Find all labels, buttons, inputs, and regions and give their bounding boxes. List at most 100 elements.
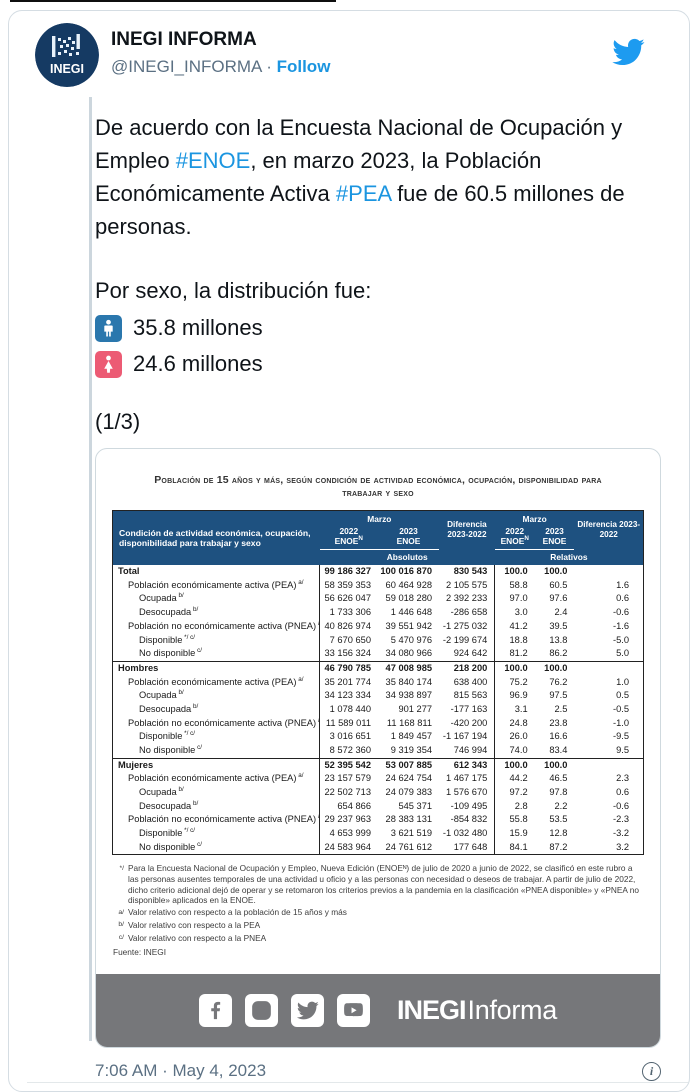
cell-rel-2022: 81.2	[509, 648, 528, 659]
table-body: Total 99 186 327 100 016 870 830 543 100…	[112, 565, 644, 855]
cell-rel-diff: 0.6	[616, 787, 629, 798]
footnotes: */ Para la Encuesta Nacional de Ocupació…	[113, 863, 643, 945]
table-header: Condición de actividad económica, ocupac…	[112, 510, 644, 565]
cell-rel-2023: 86.2	[549, 648, 568, 659]
cell-rel-2023: 76.2	[549, 676, 568, 687]
cell-rel-2022: 2.8	[514, 800, 528, 811]
follow-button[interactable]: Follow	[276, 57, 331, 76]
footnote-marker: a/	[118, 908, 124, 916]
footnote-text: Valor relativo con respecto a la PEA	[128, 919, 261, 930]
table-row: Disponible */ c/ 7 670 650 5 470 976 -2 …	[112, 633, 644, 648]
cell-rel-2022: 24.8	[509, 717, 528, 728]
avatar[interactable]: INEGI	[35, 23, 99, 87]
cell-abs-2023: 35 840 174	[385, 676, 433, 687]
row-label: Población no económicamente activa (PNEA…	[112, 619, 321, 634]
cell-rel-2022: 100.0	[494, 660, 535, 676]
diff-header: Diferencia 2023-2022	[439, 510, 495, 550]
hashtag-enoe[interactable]: #ENOE	[175, 148, 251, 173]
row-label: No disponible c/	[112, 840, 321, 855]
cell-abs-diff: 1 576 670	[439, 786, 496, 800]
tweet-text: De acuerdo con la Encuesta Nacional de O…	[95, 111, 643, 243]
cell-rel-2022: 44.2	[509, 773, 528, 784]
cell-abs-2023: 47 008 985	[378, 660, 440, 676]
cell-rel-2022: 74.0	[509, 745, 528, 756]
table-row: Mujeres 52 395 542 53 007 885 612 343 10…	[112, 757, 644, 773]
cell-abs-2022: 11 589 011	[325, 717, 371, 728]
cell-abs-diff: 638 400	[439, 675, 496, 690]
twitter-bird-icon[interactable]	[611, 35, 645, 69]
cell-abs-2022: 4 653 999	[329, 828, 371, 839]
cell-rel-diff	[574, 660, 644, 676]
cell-rel-2023: 100.0	[534, 660, 575, 676]
cell-abs-diff: 2 392 233	[439, 592, 496, 607]
cell-rel-2023: 83.4	[549, 745, 568, 756]
cell-rel-diff	[574, 757, 644, 773]
cell-rel-2023: 39.5	[549, 620, 568, 631]
table-row: Desocupada b/ 1 733 306 1 446 648 -286 6…	[112, 606, 644, 620]
cell-rel-diff: -9.5	[612, 731, 629, 742]
cell-rel-2023: 97.8	[549, 787, 568, 798]
cell-rel-2022: 26.0	[509, 731, 528, 742]
cell-abs-2023: 28 383 131	[385, 814, 433, 825]
cell-rel-diff: -2.3	[612, 814, 629, 825]
cell-rel-diff: -0.5	[612, 703, 629, 714]
cell-rel-2023: 23.8	[549, 717, 568, 728]
table-row: Disponible */ c/ 3 016 651 1 849 457 -1 …	[112, 730, 644, 744]
male-value: 35.8 millones	[133, 315, 263, 340]
cell-abs-2022: 24 583 964	[324, 841, 371, 852]
twitter-icon	[291, 994, 325, 1027]
cell-abs-diff: -1 167 194	[439, 730, 496, 744]
tweet-text-segment: fue de 60.5 millones de personas.	[95, 181, 625, 239]
row-label: Población no económicamente activa (PNEA…	[112, 716, 321, 731]
cell-rel-2023: 97.6	[549, 593, 568, 604]
cell-abs-2022: 22 502 713	[324, 787, 371, 798]
cell-abs-2022: 23 157 579	[324, 773, 371, 784]
cell-rel-2023: 100.0	[534, 757, 575, 773]
footnote: b/ Valor relativo con respecto a la PEA	[113, 920, 643, 931]
tweet-text-segment: , en marzo 2023, la Población Económicam…	[95, 148, 542, 206]
infographic-image[interactable]: Población de 15 años y más, según condic…	[95, 448, 661, 1048]
row-label: Población económicamente activa (PEA) a/	[112, 772, 321, 786]
cell-abs-diff: -109 495	[439, 799, 496, 814]
cell-abs-2022: 33 156 324	[324, 648, 371, 659]
dot-separator: ·	[266, 57, 272, 76]
row-label: Desocupada b/	[112, 702, 321, 717]
cell-rel-diff: 3.2	[616, 841, 629, 852]
hashtag-pea[interactable]: #PEA	[335, 181, 391, 206]
cell-rel-2022: 41.2	[509, 620, 528, 631]
cell-abs-2023: 39 551 942	[385, 620, 433, 631]
cell-abs-2022: 29 237 963	[324, 814, 371, 825]
table-row: Disponible */ c/ 4 653 999 3 621 519 -1 …	[112, 827, 644, 841]
cell-abs-2023: 24 624 754	[385, 773, 433, 784]
year-2022-header: 2022 ENOEN	[494, 525, 535, 550]
statistics-table: Condición de actividad económica, ocupac…	[112, 510, 644, 856]
author-name[interactable]: INEGI INFORMA	[111, 29, 257, 50]
page-indicator: (1/3)	[95, 409, 141, 434]
info-icon[interactable]: i	[642, 1061, 661, 1081]
cell-rel-2023: 2.2	[554, 800, 568, 811]
author-handle[interactable]: @INEGI_INFORMA	[111, 57, 262, 76]
cell-rel-2022: 55.8	[509, 814, 528, 825]
top-crop-strip	[10, 0, 336, 2]
year-2023-header: 2023 ENOE	[534, 525, 575, 550]
cell-rel-diff: 9.5	[616, 745, 629, 756]
cell-abs-diff: -420 200	[439, 716, 496, 731]
cell-abs-2023: 60 464 928	[385, 579, 433, 590]
cell-abs-diff: 1 467 175	[439, 772, 496, 786]
cell-abs-2022: 34 123 334	[324, 690, 371, 701]
tweet-text-segment: De acuerdo con la Encuesta Nacional de O…	[95, 115, 623, 173]
social-bar: INEGI Informa	[96, 974, 660, 1047]
relativos-band: Relativos	[494, 549, 644, 565]
cell-abs-2023: 11 168 811	[386, 717, 433, 728]
cell-abs-2022: 3 016 651	[329, 731, 371, 742]
row-label: No disponible c/	[112, 743, 321, 759]
female-row: 24.6 millones	[95, 349, 659, 379]
tweet-header: INEGI INEGI INFORMA @INEGI_INFORMA · Fol…	[9, 11, 689, 103]
cell-rel-diff: 2.3	[616, 773, 629, 784]
table-row: Población no económicamente activa (PNEA…	[112, 813, 644, 828]
cell-abs-2022: 1 733 306	[329, 607, 371, 618]
infographic-title: Población de 15 años y más, según condic…	[154, 474, 602, 499]
cell-abs-2022: 99 186 327	[324, 566, 371, 577]
timestamp[interactable]: 7:06 AM · May 4, 2023	[95, 1061, 267, 1080]
source-note: Fuente: INEGI	[113, 947, 167, 958]
